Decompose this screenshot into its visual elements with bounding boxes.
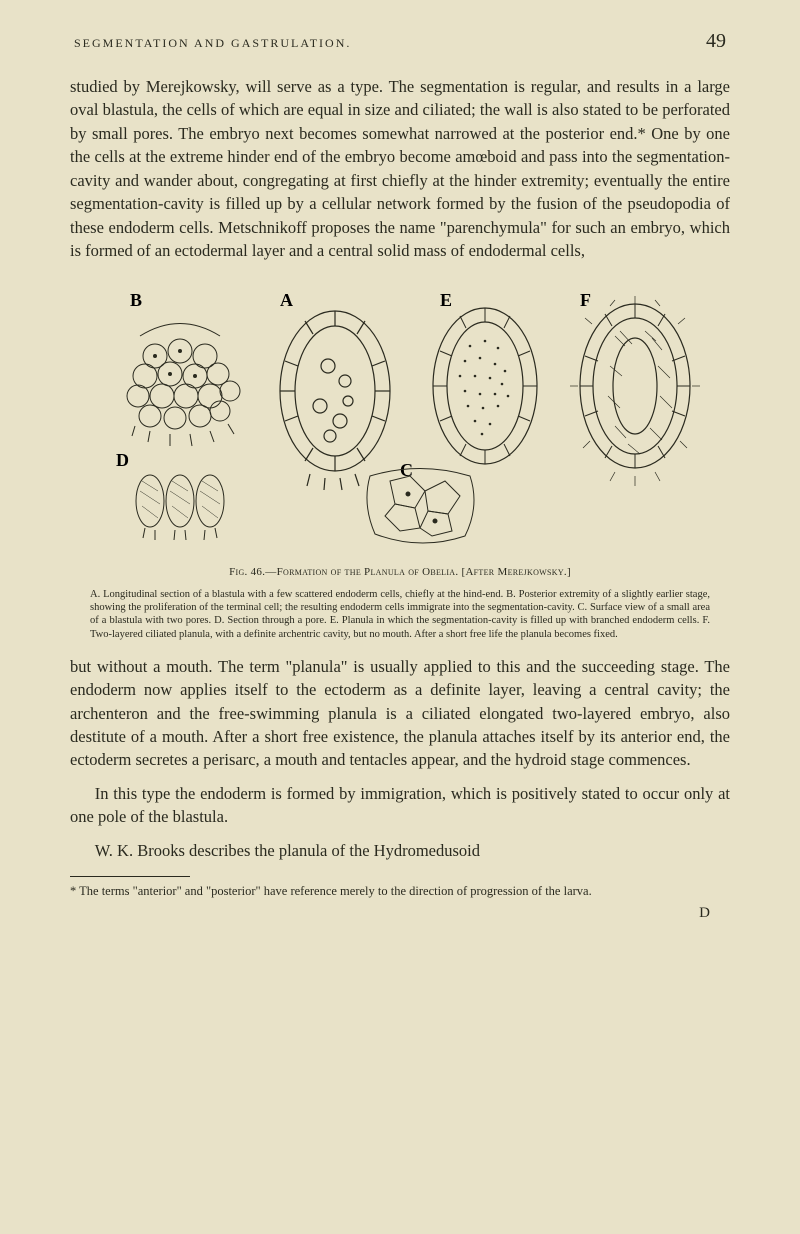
page-header: SEGMENTATION AND GASTRULATION. 49	[70, 30, 730, 53]
label-b: B	[130, 290, 142, 310]
paragraph-2: but without a mouth. The term "planula" …	[70, 655, 730, 772]
paragraph-4: W. K. Brooks describes the planula of th…	[70, 839, 730, 862]
figure-caption: Fig. 46.—Formation of the Planula of Obe…	[90, 565, 710, 580]
fig-e	[433, 308, 537, 464]
fig-d	[136, 475, 224, 540]
fig-c	[367, 469, 474, 544]
footnote: * The terms "anterior" and "posterior" h…	[70, 883, 730, 899]
footnote-rule	[70, 876, 190, 877]
running-head: SEGMENTATION AND GASTRULATION.	[74, 36, 351, 51]
label-a: A	[280, 290, 293, 310]
label-d: D	[116, 450, 129, 470]
caption-main: Fig. 46.—Formation of the Planula of Obe…	[229, 566, 571, 578]
fig-a	[280, 311, 390, 490]
signature-mark: D	[70, 905, 730, 922]
figure-svg: B A E F D C	[70, 276, 730, 556]
paragraph-1: studied by Merejkowsky, will serve as a …	[70, 75, 730, 262]
page-number: 49	[706, 30, 726, 53]
fig-b	[127, 324, 240, 447]
figure-46: B A E F D C	[70, 276, 730, 640]
figure-caption-detail: A. Longitudinal section of a blastula wi…	[90, 588, 710, 641]
paragraph-3: In this type the endoderm is formed by i…	[70, 782, 730, 829]
label-f: F	[580, 290, 591, 310]
fig-f	[570, 296, 700, 486]
label-e: E	[440, 290, 452, 310]
